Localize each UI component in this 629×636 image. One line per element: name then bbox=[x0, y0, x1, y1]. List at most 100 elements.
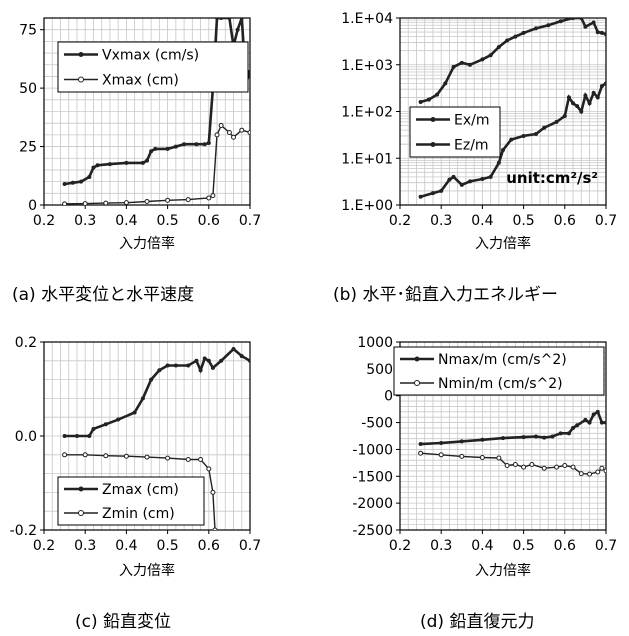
data-point bbox=[595, 95, 600, 100]
data-point bbox=[87, 174, 92, 179]
data-point bbox=[558, 19, 563, 24]
data-point bbox=[451, 174, 456, 179]
data-point bbox=[82, 201, 88, 205]
data-point bbox=[599, 30, 604, 35]
data-point bbox=[496, 160, 501, 165]
data-point bbox=[132, 410, 137, 415]
data-point bbox=[591, 20, 596, 25]
data-point bbox=[578, 471, 584, 477]
data-point bbox=[496, 455, 502, 461]
data-point bbox=[533, 434, 538, 439]
y-tick-label: 0.2 bbox=[15, 335, 37, 351]
data-point bbox=[149, 377, 154, 382]
x-tick-label: 0.4 bbox=[115, 538, 137, 554]
data-point bbox=[206, 466, 212, 472]
data-point bbox=[231, 134, 237, 140]
data-point bbox=[438, 452, 444, 458]
y-tick-label: 25 bbox=[19, 140, 37, 156]
data-point bbox=[140, 396, 145, 401]
data-point bbox=[599, 420, 604, 425]
data-point bbox=[198, 368, 203, 373]
legend-marker bbox=[78, 52, 84, 57]
y-tick-label: 0 bbox=[384, 389, 393, 405]
data-point bbox=[227, 18, 232, 20]
data-point bbox=[198, 457, 204, 462]
x-tick-label: 0.2 bbox=[389, 213, 411, 229]
data-point bbox=[186, 363, 191, 368]
y-tick-label: -500 bbox=[361, 416, 393, 432]
x-tick-label: 0.3 bbox=[74, 213, 96, 229]
data-point bbox=[103, 200, 109, 205]
data-point bbox=[533, 26, 538, 31]
x-tick-label: 0.3 bbox=[74, 538, 96, 554]
data-point bbox=[468, 179, 473, 184]
data-point bbox=[185, 197, 191, 203]
legend-box bbox=[57, 41, 249, 93]
x-tick-label: 0.5 bbox=[156, 538, 178, 554]
data-point bbox=[149, 149, 154, 154]
data-point bbox=[501, 436, 505, 441]
data-point bbox=[459, 453, 465, 459]
data-point bbox=[488, 53, 493, 58]
data-point bbox=[595, 30, 600, 35]
data-point bbox=[603, 468, 606, 474]
data-point bbox=[521, 30, 526, 35]
data-point bbox=[529, 461, 535, 467]
data-point bbox=[451, 64, 456, 69]
data-point bbox=[447, 177, 452, 182]
series-line bbox=[64, 347, 250, 438]
data-point bbox=[206, 141, 211, 146]
legend-label: Ez/m bbox=[454, 138, 489, 154]
data-point bbox=[210, 365, 215, 370]
x-tick-label: 0.5 bbox=[512, 213, 534, 229]
data-point bbox=[218, 123, 224, 129]
data-point bbox=[418, 99, 423, 104]
x-axis-label: 入力倍率 bbox=[475, 562, 531, 579]
legend-marker bbox=[78, 510, 84, 516]
data-point bbox=[558, 431, 563, 436]
chart-c: 0.2 0.3 0.4 0.5 0.6 0.7 -0.2 0.0 0.2 入力倍率 (c) 鉛直変位… bbox=[10, 335, 261, 632]
data-point bbox=[239, 354, 244, 359]
data-point bbox=[70, 180, 75, 185]
data-point bbox=[235, 27, 240, 32]
legend-marker bbox=[414, 380, 420, 386]
data-point bbox=[103, 453, 109, 459]
data-point bbox=[587, 420, 592, 425]
series-group bbox=[62, 347, 250, 530]
data-point bbox=[91, 165, 96, 170]
data-point bbox=[604, 32, 606, 37]
legend-marker bbox=[78, 486, 84, 492]
x-tick-label: 0.4 bbox=[471, 213, 493, 229]
data-point bbox=[505, 38, 510, 43]
data-point bbox=[165, 197, 171, 203]
data-point bbox=[157, 368, 162, 373]
data-point bbox=[123, 453, 129, 459]
data-point bbox=[62, 201, 68, 205]
data-point bbox=[533, 132, 538, 137]
legend: Vxmax (cm/s) Xmax (cm) bbox=[57, 41, 249, 93]
data-point bbox=[194, 142, 199, 147]
data-point bbox=[479, 454, 485, 460]
y-tick-label: -2500 bbox=[352, 523, 393, 539]
data-point bbox=[583, 93, 588, 98]
x-tick-label: 0.6 bbox=[198, 538, 220, 554]
data-point bbox=[562, 463, 568, 469]
series-group bbox=[62, 18, 250, 205]
data-point bbox=[571, 101, 576, 106]
data-point bbox=[488, 174, 493, 179]
data-point bbox=[521, 464, 527, 470]
data-point bbox=[554, 464, 560, 470]
y-tick-label: -1000 bbox=[352, 442, 393, 458]
data-point bbox=[480, 437, 485, 442]
data-point bbox=[521, 133, 526, 138]
x-axis-label: 入力倍率 bbox=[119, 562, 175, 579]
data-point bbox=[604, 81, 606, 86]
chart-d: 0.2 0.3 0.4 0.5 0.6 0.7 -2500 -2000 -1500 -1000 -5… bbox=[352, 335, 617, 632]
legend-marker bbox=[78, 76, 84, 83]
x-axis-label: 入力倍率 bbox=[475, 235, 531, 252]
x-tick-label: 0.7 bbox=[595, 213, 617, 229]
x-tick-label: 0.7 bbox=[239, 538, 261, 554]
data-point bbox=[504, 463, 510, 469]
x-tick-label: 0.4 bbox=[115, 213, 137, 229]
